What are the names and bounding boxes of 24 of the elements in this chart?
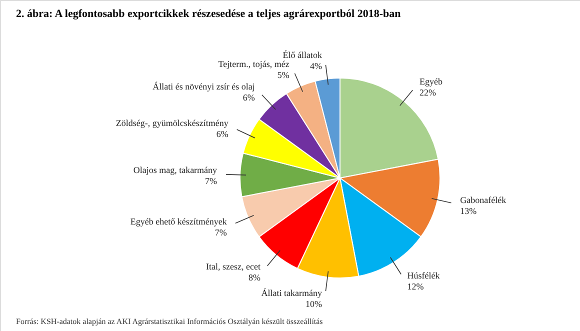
data-label: 10% (305, 299, 322, 310)
data-label: 6% (216, 128, 229, 139)
chart-title: 2. ábra: A legfontosabb exportcikkek részesedése a teljes agrárexportból 2018-ban (16, 8, 401, 20)
slice-label: Ital, szesz, ecet (206, 261, 262, 272)
data-label: 22% (419, 88, 436, 98)
data-label: 4% (310, 60, 322, 71)
slice-label: Élő állatok (282, 50, 322, 60)
data-label: 12% (407, 281, 424, 292)
slice-label: Egyéb ehető készítmények (130, 216, 228, 227)
slice-label: Húsfélék (407, 270, 440, 280)
text: Forrás: KSH-adatok alapján az AKI Agrárstatisztikai Információs Osztályán készült összeállítás (16, 317, 323, 326)
slice-label: Olajos mag, takarmány (133, 165, 218, 176)
slice-label: Állati és növényi zsír és olaj (152, 82, 255, 92)
slice-label: Tejterm., tojás, méz (218, 58, 290, 69)
data-label: 7% (205, 176, 218, 186)
slice-label: Egyéb (419, 76, 443, 87)
data-label: 8% (248, 272, 262, 282)
data-label: 13% (460, 206, 478, 216)
slice-label: Állati takarmány (261, 288, 322, 298)
data-label: 7% (214, 228, 228, 238)
data-label: 6% (242, 92, 256, 103)
data-label: 5% (277, 70, 290, 80)
slice-label: Gabonafélék (460, 195, 507, 206)
slice-label: Zöldség-, gyümölcskészítmény (116, 118, 229, 128)
